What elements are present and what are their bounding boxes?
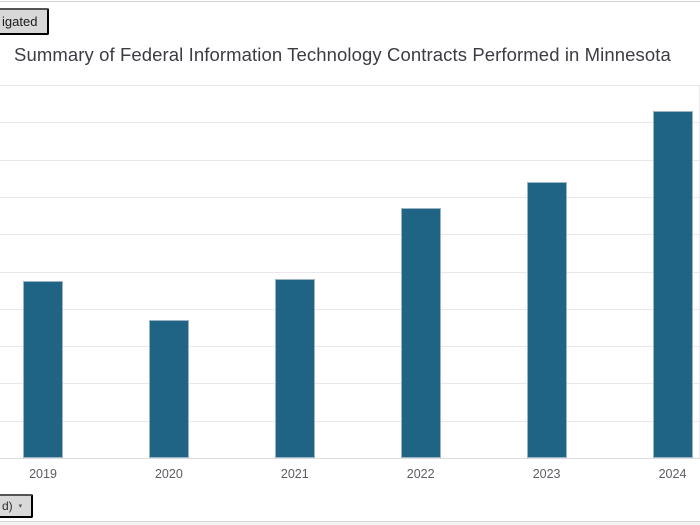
gridline	[0, 196, 700, 198]
chart-title: Summary of Federal Information Technolog…	[14, 44, 671, 65]
gridline	[0, 159, 700, 161]
caret-down-icon: ▾	[18, 502, 23, 510]
bar-2022[interactable]	[400, 208, 441, 458]
bar-2020[interactable]	[148, 320, 189, 458]
x-axis-label-2020: 2020	[154, 467, 183, 481]
gridline	[0, 346, 700, 348]
bar-2023[interactable]	[526, 181, 567, 458]
bar-2021[interactable]	[274, 278, 315, 458]
truncated-top-left-button[interactable]: igated	[0, 8, 50, 35]
bar-chart-plot-area: 2019 2020 2021 2022 2023 2024	[0, 85, 700, 481]
x-axis-label-2019: 2019	[29, 467, 57, 481]
gridline	[0, 271, 700, 273]
gridline	[0, 85, 700, 86]
bar-2019[interactable]	[23, 280, 63, 458]
truncated-axis-dropdown-button[interactable]: d) ▾	[0, 494, 34, 518]
gridline	[0, 234, 700, 236]
bottom-border-strip	[0, 521, 700, 525]
x-axis-label-2023: 2023	[532, 467, 561, 481]
x-axis-label-2022: 2022	[406, 467, 435, 481]
x-axis-label-2024: 2024	[658, 467, 687, 481]
gridline	[0, 308, 700, 310]
x-axis-label-2021: 2021	[280, 467, 309, 481]
gridline	[0, 420, 700, 422]
dropdown-label: d)	[2, 499, 13, 513]
gridline	[0, 383, 700, 385]
bar-2024[interactable]	[652, 111, 693, 458]
gridline	[0, 122, 700, 124]
x-axis-line	[0, 458, 700, 459]
top-border-line	[0, 1, 700, 2]
